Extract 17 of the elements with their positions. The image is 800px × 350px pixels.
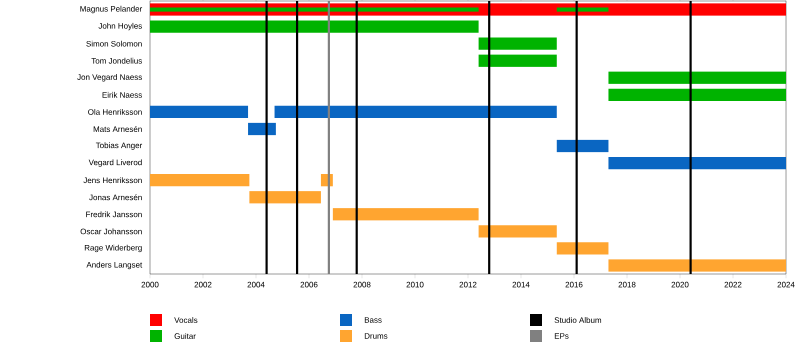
bar [608,259,786,272]
bar [478,54,557,67]
bar [556,140,608,152]
bar [556,7,608,12]
bar [248,122,276,136]
bar [478,38,557,50]
bar [332,208,479,220]
bar [249,191,321,204]
bar [556,242,608,255]
bar [608,72,786,84]
bar [478,225,557,238]
bar [608,88,786,101]
bar [274,106,557,118]
bar [608,156,786,170]
bar [150,174,250,186]
bar [150,20,479,33]
bar [150,106,248,118]
